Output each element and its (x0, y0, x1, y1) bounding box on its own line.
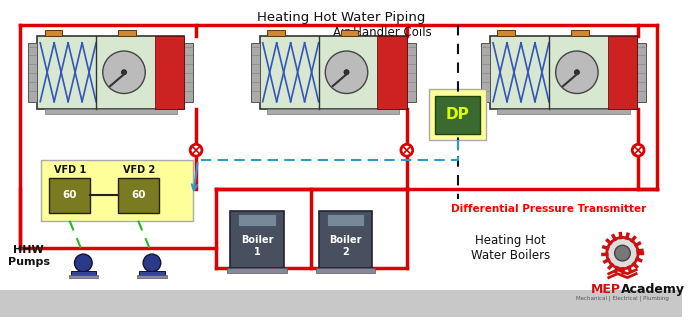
Bar (326, 214, 365, 226)
Bar (608, 36, 637, 109)
Bar (435, 96, 480, 133)
Bar (571, 30, 589, 36)
Bar (184, 43, 193, 102)
Text: Boiler
2: Boiler 2 (329, 236, 362, 257)
Bar (29, 43, 38, 102)
Bar (38, 36, 184, 109)
Circle shape (615, 245, 631, 261)
Text: MEP: MEP (590, 283, 621, 296)
Bar (429, 89, 487, 140)
Bar (0, 290, 682, 317)
Bar (377, 36, 406, 109)
Bar (69, 275, 98, 278)
Text: VFD 2: VFD 2 (123, 165, 155, 175)
Text: VFD 1: VFD 1 (54, 165, 87, 175)
Circle shape (401, 144, 413, 156)
Bar (637, 43, 646, 102)
Bar (267, 30, 285, 36)
Circle shape (607, 237, 638, 269)
Bar (45, 30, 62, 36)
Bar (498, 30, 515, 36)
Circle shape (143, 254, 161, 272)
Bar (490, 36, 637, 109)
Text: Mechanical | Electrical | Plumbing: Mechanical | Electrical | Plumbing (576, 295, 669, 301)
Circle shape (632, 144, 644, 156)
Bar (260, 36, 406, 109)
Circle shape (74, 254, 92, 272)
Text: Heating Hot
Water Boilers: Heating Hot Water Boilers (470, 234, 550, 262)
Bar (228, 268, 287, 273)
Text: Heating Hot Water Piping: Heating Hot Water Piping (257, 11, 425, 24)
Bar (406, 43, 416, 102)
Bar (482, 43, 490, 102)
Bar (251, 43, 260, 102)
Bar (319, 211, 372, 268)
Bar (45, 109, 177, 114)
Circle shape (325, 51, 367, 93)
Bar (267, 109, 400, 114)
Bar (498, 109, 630, 114)
Bar (118, 30, 136, 36)
Text: 60: 60 (131, 190, 145, 200)
Circle shape (574, 70, 580, 75)
Bar (230, 211, 284, 268)
Text: Boiler
1: Boiler 1 (241, 236, 274, 257)
Circle shape (190, 144, 202, 156)
Circle shape (555, 51, 598, 93)
Bar (340, 30, 358, 36)
Circle shape (103, 51, 145, 93)
Text: DP: DP (446, 108, 470, 123)
Bar (41, 160, 193, 221)
Bar (316, 268, 375, 273)
Text: 60: 60 (63, 190, 77, 200)
Bar (70, 271, 96, 275)
Bar (49, 178, 90, 213)
Text: HHW
Pumps: HHW Pumps (8, 245, 50, 267)
Bar (118, 178, 159, 213)
Bar (139, 271, 165, 275)
Text: Air Handler Coils: Air Handler Coils (333, 26, 432, 39)
Text: Academy: Academy (621, 283, 684, 296)
Bar (137, 275, 166, 278)
Circle shape (344, 70, 349, 75)
Circle shape (122, 70, 127, 75)
Bar (155, 36, 184, 109)
Bar (239, 214, 276, 226)
Text: Differential Pressure Transmitter: Differential Pressure Transmitter (451, 204, 646, 214)
